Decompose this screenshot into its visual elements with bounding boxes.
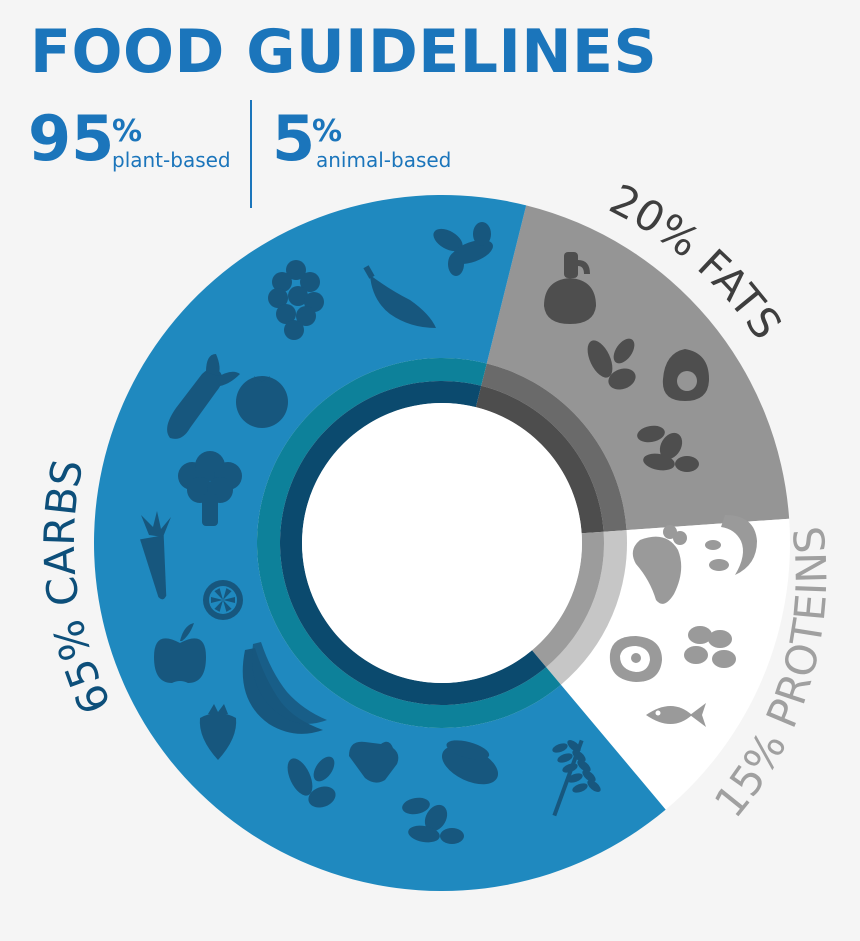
- banana-icon: [242, 642, 327, 734]
- plant-percent-sign: %: [112, 114, 143, 149]
- animal-percent-sign: %: [312, 114, 343, 149]
- plant-based-stat: 95 % plant-based: [28, 102, 231, 175]
- grapes-icon: [268, 260, 324, 340]
- leaf-icon: [587, 338, 636, 390]
- broccoli-icon: [178, 451, 242, 526]
- ginger-icon: [433, 222, 493, 276]
- animal-based-stat: 5 % animal-based: [272, 102, 451, 175]
- apple-icon: [154, 623, 206, 683]
- pepper-icon: [363, 265, 436, 328]
- stat-divider: [250, 100, 252, 208]
- nuts-icon: [637, 425, 699, 472]
- carbs-segment: [93, 194, 666, 892]
- nuts-icon: [402, 797, 464, 844]
- plant-percent-value: 95: [28, 102, 115, 175]
- food-icons: [140, 222, 757, 844]
- leek-icon: [167, 354, 240, 439]
- animal-percent-value: 5: [272, 102, 316, 175]
- carbs-inner-ring: [279, 381, 547, 705]
- carbs-inner-band: [257, 358, 561, 728]
- fats-inner-ring: [475, 385, 604, 534]
- page-title: FOOD GUIDELINES: [30, 17, 658, 87]
- plant-based-label: plant-based: [112, 148, 231, 172]
- strawberry-icon: [199, 704, 237, 760]
- leaf-icon: [287, 756, 336, 808]
- donut-hole: [302, 403, 582, 683]
- steak-icon: [609, 636, 662, 682]
- tomato-icon: [236, 376, 288, 428]
- animal-based-label: animal-based: [316, 148, 452, 172]
- proteins-inner-band: [546, 530, 627, 685]
- bread-icon: [349, 741, 399, 783]
- proteins-segment: [560, 518, 790, 810]
- fats-inner-band: [481, 363, 627, 532]
- wheat-icon: [552, 739, 601, 817]
- carrot-icon: [140, 511, 171, 600]
- proteins-inner-ring: [531, 531, 604, 668]
- lemon-slice-icon: [203, 580, 243, 620]
- avocado-icon: [662, 349, 709, 401]
- fish-icon: [646, 703, 706, 727]
- eggs-icon: [684, 626, 736, 668]
- beans-icon: [441, 740, 499, 785]
- donut-inner-rings: [257, 358, 627, 728]
- oil-jar-icon: [544, 252, 596, 324]
- shrimp-icon: [705, 515, 757, 575]
- chicken-leg-icon: [632, 525, 687, 604]
